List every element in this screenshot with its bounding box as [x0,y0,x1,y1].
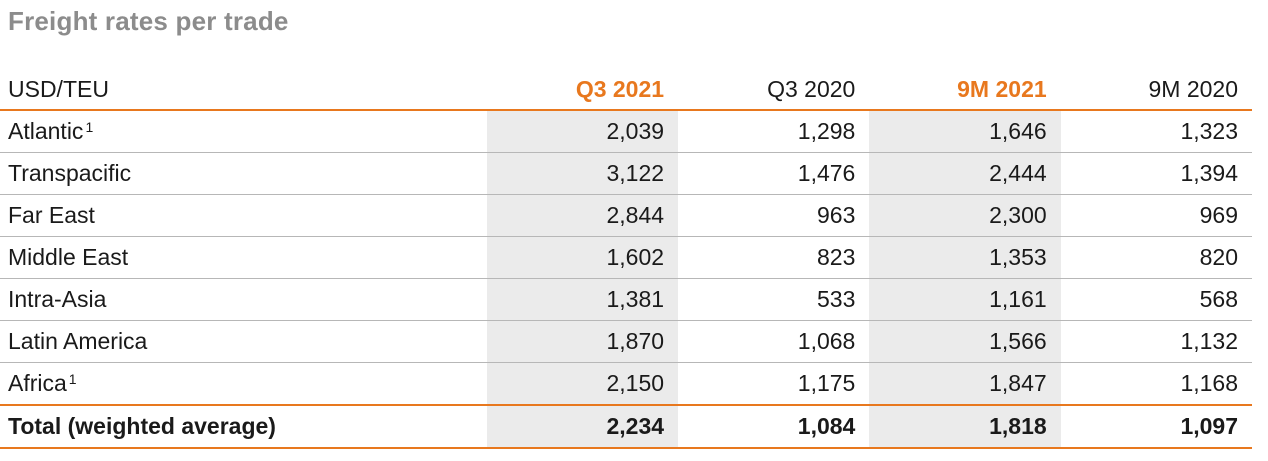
cell-9m-2020: 969 [1060,194,1252,237]
cell-q3-2021: 1,381 [486,278,679,321]
cell-q3-2021: 1,870 [486,320,679,363]
footnote-marker: 1 [68,371,77,387]
freight-rates-table: USD/TEU Q3 2021 Q3 2020 9M 2021 9M 2020 … [0,70,1252,449]
cell-9m-2020: 1,394 [1060,152,1252,195]
cell-9m-2021: 1,566 [869,320,1061,363]
total-q3-2020: 1,084 [678,404,870,449]
row-label: Atlantic 1 [0,110,487,153]
cell-q3-2021: 3,122 [486,152,679,195]
table-row: Intra-Asia 1,381 533 1,161 568 [0,278,1252,321]
cell-9m-2020: 820 [1060,236,1252,279]
total-9m-2020: 1,097 [1060,404,1252,449]
cell-q3-2021: 2,150 [486,362,679,406]
cell-q3-2020: 1,476 [678,152,870,195]
table-row: Far East 2,844 963 2,300 969 [0,194,1252,237]
cell-q3-2020: 1,175 [678,362,870,406]
total-row: Total (weighted average) 2,234 1,084 1,8… [0,404,1252,449]
table-row: Africa 1 2,150 1,175 1,847 1,168 [0,362,1252,406]
cell-9m-2021: 1,847 [869,362,1061,406]
total-9m-2021: 1,818 [869,404,1061,449]
column-header-q3-2021: Q3 2021 [486,70,679,111]
cell-9m-2021: 2,444 [869,152,1061,195]
table-row: Atlantic 1 2,039 1,298 1,646 1,323 [0,110,1252,153]
cell-9m-2020: 568 [1060,278,1252,321]
footnote-marker: 1 [85,119,94,135]
row-label: Latin America [0,320,487,363]
cell-9m-2020: 1,168 [1060,362,1252,406]
column-header-9m-2021: 9M 2021 [869,70,1061,111]
cell-9m-2021: 2,300 [869,194,1061,237]
column-header-q3-2020: Q3 2020 [678,70,870,111]
cell-q3-2020: 533 [678,278,870,321]
page-title: Freight rates per trade [8,6,289,36]
unit-header: USD/TEU [0,70,487,111]
row-label: Africa 1 [0,362,487,406]
row-label: Intra-Asia [0,278,487,321]
total-q3-2021: 2,234 [486,404,679,449]
total-label: Total (weighted average) [0,404,487,449]
row-label: Transpacific [0,152,487,195]
row-label: Middle East [0,236,487,279]
column-header-9m-2020: 9M 2020 [1060,70,1252,111]
row-label: Far East [0,194,487,237]
cell-q3-2020: 963 [678,194,870,237]
cell-q3-2020: 823 [678,236,870,279]
cell-q3-2021: 1,602 [486,236,679,279]
cell-q3-2020: 1,068 [678,320,870,363]
cell-q3-2020: 1,298 [678,110,870,153]
trade-name: Africa [8,370,67,396]
table-row: Middle East 1,602 823 1,353 820 [0,236,1252,279]
table-header-row: USD/TEU Q3 2021 Q3 2020 9M 2021 9M 2020 [0,70,1252,111]
cell-9m-2020: 1,132 [1060,320,1252,363]
cell-q3-2021: 2,039 [486,110,679,153]
cell-9m-2020: 1,323 [1060,110,1252,153]
cell-9m-2021: 1,161 [869,278,1061,321]
cell-9m-2021: 1,353 [869,236,1061,279]
trade-name: Atlantic [8,118,84,144]
cell-q3-2021: 2,844 [486,194,679,237]
table-row: Transpacific 3,122 1,476 2,444 1,394 [0,152,1252,195]
table-row: Latin America 1,870 1,068 1,566 1,132 [0,320,1252,363]
cell-9m-2021: 1,646 [869,110,1061,153]
